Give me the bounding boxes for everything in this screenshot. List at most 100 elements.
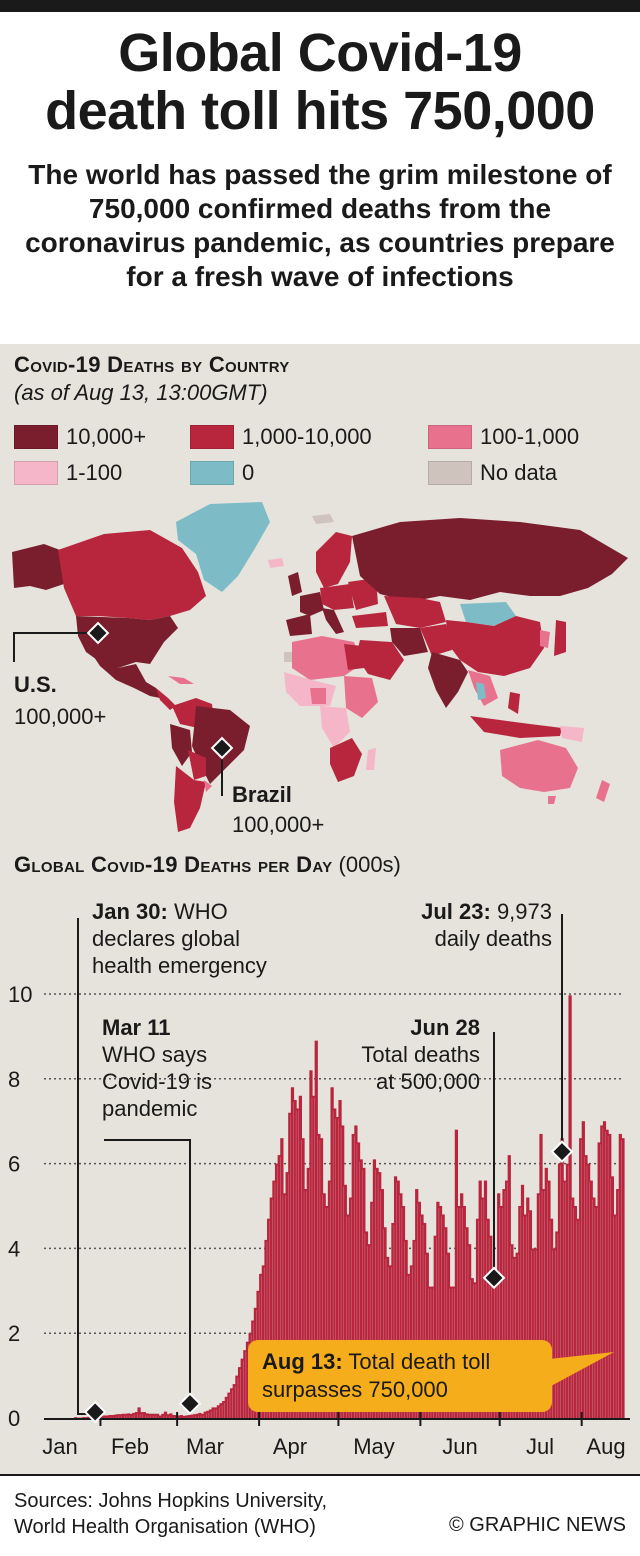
brazil-label: Brazil — [232, 782, 292, 808]
bar — [267, 1218, 271, 1418]
bar — [512, 1256, 517, 1418]
italy — [322, 608, 344, 634]
top-rule — [0, 0, 640, 12]
philippines — [508, 692, 520, 714]
mar11-text-1: WHO says — [102, 1042, 208, 1067]
bar — [354, 1125, 358, 1418]
bar — [528, 1210, 533, 1418]
turkey — [352, 612, 388, 628]
jan30-text-1: WHO — [173, 899, 228, 924]
bar — [560, 1138, 564, 1418]
bar — [174, 1415, 178, 1418]
bar — [602, 1121, 607, 1418]
sources: Sources: Johns Hopkins University, World… — [14, 1488, 414, 1540]
legend-item-zero: 0 — [190, 460, 254, 486]
jun28-marker — [482, 1266, 506, 1290]
australia — [500, 740, 578, 792]
bar — [454, 1129, 459, 1418]
bar — [158, 1415, 162, 1418]
mar11-text-3: pandemic — [102, 1096, 198, 1121]
bar — [185, 1415, 189, 1418]
bar — [396, 1180, 400, 1418]
indonesia — [470, 716, 562, 738]
bar — [356, 1142, 361, 1418]
india — [428, 652, 468, 708]
bar — [571, 1197, 575, 1418]
bar — [142, 1412, 146, 1418]
bar — [404, 1239, 408, 1418]
legend-item-10000plus: 10,000+ — [14, 424, 146, 450]
chart-annotation-lines — [77, 914, 574, 1424]
bar — [230, 1388, 234, 1418]
bar — [285, 1172, 289, 1418]
canada — [58, 530, 206, 620]
bar — [597, 1142, 601, 1418]
callout-pointer — [540, 1352, 614, 1392]
jun28-date: Jun 28 — [410, 1015, 480, 1040]
bar — [195, 1413, 199, 1418]
uruguay — [204, 780, 212, 792]
legend-item-100-1000: 100-1,000 — [428, 424, 579, 450]
us-value: 100,000+ — [14, 704, 107, 729]
bar — [200, 1413, 205, 1418]
bar — [338, 1100, 342, 1418]
bar — [129, 1413, 133, 1418]
bar — [475, 1218, 480, 1418]
bar — [121, 1413, 125, 1418]
sources-line-1: Sources: Johns Hopkins University, — [14, 1490, 328, 1512]
jul23-marker — [550, 1140, 574, 1163]
legend-item-1-100: 1-100 — [14, 460, 122, 486]
bar — [489, 1235, 493, 1418]
bar — [216, 1405, 221, 1418]
chart-heading-unit: (000s) — [338, 852, 401, 877]
east-africa — [344, 676, 378, 718]
bar — [87, 1416, 91, 1418]
papua — [560, 726, 584, 742]
bar — [333, 1108, 337, 1418]
x-tick-label: May — [353, 1434, 395, 1459]
x-tick-label: Mar — [186, 1434, 224, 1459]
bar — [515, 1252, 519, 1418]
bar — [166, 1414, 170, 1418]
bar — [380, 1189, 384, 1418]
bar — [317, 1133, 321, 1418]
brazil-value: 100,000+ — [232, 812, 325, 837]
bar — [412, 1239, 416, 1418]
mar11-leader-line — [104, 1139, 191, 1402]
bar — [298, 1095, 302, 1418]
bar — [74, 1417, 78, 1418]
bar — [481, 1197, 485, 1418]
bar — [140, 1412, 144, 1418]
bar — [417, 1201, 421, 1418]
chart-axis: 0 2 4 6 8 10 Jan Feb Mar Apr May Jun Jul Aug — [8, 982, 630, 1459]
bar — [544, 1167, 548, 1418]
bar — [288, 1112, 292, 1418]
bar — [375, 1167, 379, 1418]
jul23-date: Jul 23: — [421, 899, 491, 924]
bar — [322, 1193, 326, 1418]
bar — [552, 1248, 556, 1418]
bar — [272, 1180, 276, 1418]
bar — [190, 1414, 194, 1418]
aug13-text-1: Total death toll — [348, 1349, 491, 1374]
bar — [150, 1413, 154, 1418]
legend-swatch — [190, 425, 234, 449]
chart-heading-text: Global Covid-19 Deaths per Day — [14, 852, 333, 877]
title-line-1: Global Covid-19 — [118, 23, 522, 83]
us-leader-line — [13, 632, 98, 662]
jan30-text-3: health emergency — [92, 953, 267, 978]
bar — [457, 1206, 461, 1418]
y-tick-label: 0 — [8, 1406, 20, 1431]
bar — [420, 1214, 424, 1418]
bar — [182, 1415, 186, 1418]
bar — [610, 1176, 615, 1418]
bar — [433, 1235, 437, 1418]
bar — [391, 1222, 395, 1418]
bar — [145, 1413, 149, 1418]
legend-label: 10,000+ — [66, 424, 147, 449]
bar — [269, 1197, 273, 1418]
bar — [177, 1415, 181, 1418]
southern-africa — [330, 738, 362, 782]
jan30-marker — [83, 1400, 107, 1424]
central-europe — [320, 584, 354, 610]
